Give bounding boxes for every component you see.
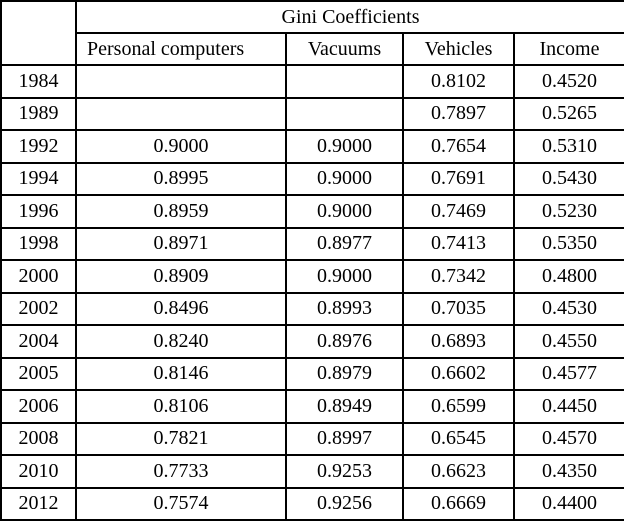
value-cell [285, 64, 404, 99]
value-cell: 0.9253 [285, 454, 404, 489]
table-row: 1998 0.8971 0.8977 0.7413 0.5350 [0, 226, 624, 261]
value-cell: 0.8240 [75, 324, 287, 359]
value-cell: 0.5265 [512, 96, 624, 131]
value-cell: 0.7654 [402, 129, 515, 164]
value-cell: 0.7342 [402, 259, 515, 294]
year-cell: 1994 [0, 161, 77, 196]
value-cell: 0.4450 [512, 389, 624, 424]
value-cell: 0.7897 [402, 96, 515, 131]
column-header-vehicles: Vehicles [402, 32, 515, 66]
value-cell: 0.4570 [512, 421, 624, 456]
table-row: 2006 0.8106 0.8949 0.6599 0.4450 [0, 389, 624, 424]
column-header-row: Personal computers Vacuums Vehicles Inco… [1, 32, 624, 66]
table-row: 2004 0.8240 0.8976 0.6893 0.4550 [0, 324, 624, 359]
value-cell: 0.7733 [75, 454, 287, 489]
value-cell: 0.4800 [512, 259, 624, 294]
year-cell: 2005 [0, 356, 77, 391]
value-cell: 0.8959 [75, 194, 287, 229]
value-cell: 0.9256 [285, 486, 404, 521]
value-cell: 0.4400 [512, 486, 624, 521]
value-cell: 0.8977 [285, 226, 404, 261]
value-cell: 0.9000 [285, 194, 404, 229]
column-header-vacuums: Vacuums [285, 32, 404, 66]
value-cell: 0.8949 [285, 389, 404, 424]
table-row: 2010 0.7733 0.9253 0.6623 0.4350 [0, 454, 624, 489]
value-cell: 0.4350 [512, 454, 624, 489]
value-cell: 0.4577 [512, 356, 624, 391]
value-cell: 0.7821 [75, 421, 287, 456]
value-cell [75, 96, 287, 131]
value-cell: 0.6599 [402, 389, 515, 424]
table-row: 1984 0.8102 0.4520 [0, 64, 624, 99]
table-row: 1989 0.7897 0.5265 [0, 96, 624, 131]
table-row: 2008 0.7821 0.8997 0.6545 0.4570 [0, 421, 624, 456]
value-cell: 0.8496 [75, 291, 287, 326]
title-row: Gini Coefficients [0, 0, 624, 66]
value-cell: 0.6545 [402, 421, 515, 456]
table-row: 2002 0.8496 0.8993 0.7035 0.4530 [0, 291, 624, 326]
table-row: 2012 0.7574 0.9256 0.6669 0.4400 [0, 486, 624, 521]
value-cell: 0.8106 [75, 389, 287, 424]
value-cell: 0.7691 [402, 161, 515, 196]
year-cell: 1984 [0, 64, 77, 99]
value-cell: 0.8993 [285, 291, 404, 326]
value-cell: 0.7574 [75, 486, 287, 521]
value-cell: 0.6623 [402, 454, 515, 489]
value-cell: 0.5310 [512, 129, 624, 164]
value-cell: 0.9000 [285, 129, 404, 164]
table-row: 1994 0.8995 0.9000 0.7691 0.5430 [0, 161, 624, 196]
value-cell: 0.6602 [402, 356, 515, 391]
value-cell: 0.8971 [75, 226, 287, 261]
year-cell: 2004 [0, 324, 77, 359]
value-cell: 0.7469 [402, 194, 515, 229]
value-cell: 0.4520 [512, 64, 624, 99]
year-cell: 2000 [0, 259, 77, 294]
value-cell: 0.4550 [512, 324, 624, 359]
table-row: 1992 0.9000 0.9000 0.7654 0.5310 [0, 129, 624, 164]
table-row: 2005 0.8146 0.8979 0.6602 0.4577 [0, 356, 624, 391]
value-cell: 0.9000 [285, 259, 404, 294]
value-cell: 0.8979 [285, 356, 404, 391]
value-cell: 0.9000 [285, 161, 404, 196]
value-cell: 0.7035 [402, 291, 515, 326]
value-cell [75, 64, 287, 99]
value-cell: 0.4530 [512, 291, 624, 326]
value-cell: 0.8995 [75, 161, 287, 196]
year-cell: 1992 [0, 129, 77, 164]
value-cell: 0.5350 [512, 226, 624, 261]
year-cell: 2010 [0, 454, 77, 489]
table-title: Gini Coefficients [74, 0, 624, 34]
year-cell: 1998 [0, 226, 77, 261]
year-cell: 2012 [0, 486, 77, 521]
year-cell: 1989 [0, 96, 77, 131]
value-cell: 0.6669 [402, 486, 515, 521]
year-cell: 2008 [0, 421, 77, 456]
value-cell: 0.5230 [512, 194, 624, 229]
corner-cell [0, 0, 77, 66]
value-cell: 0.5430 [512, 161, 624, 196]
year-cell: 2006 [0, 389, 77, 424]
value-cell: 0.8976 [285, 324, 404, 359]
value-cell: 0.6893 [402, 324, 515, 359]
value-cell: 0.7413 [402, 226, 515, 261]
year-cell: 2002 [0, 291, 77, 326]
value-cell: 0.8909 [75, 259, 287, 294]
value-cell: 0.8102 [402, 64, 515, 99]
value-cell: 0.8146 [75, 356, 287, 391]
year-cell: 1996 [0, 194, 77, 229]
value-cell: 0.9000 [75, 129, 287, 164]
column-header-personal-computers: Personal computers [75, 32, 287, 66]
value-cell: 0.8997 [285, 421, 404, 456]
table-row: 2000 0.8909 0.9000 0.7342 0.4800 [0, 259, 624, 294]
value-cell [285, 96, 404, 131]
column-header-income: Income [512, 32, 624, 66]
table-body: 1984 0.8102 0.4520 1989 0.7897 0.5265 1992 0.90… [0, 64, 624, 521]
table-row: 1996 0.8959 0.9000 0.7469 0.5230 [0, 194, 624, 229]
